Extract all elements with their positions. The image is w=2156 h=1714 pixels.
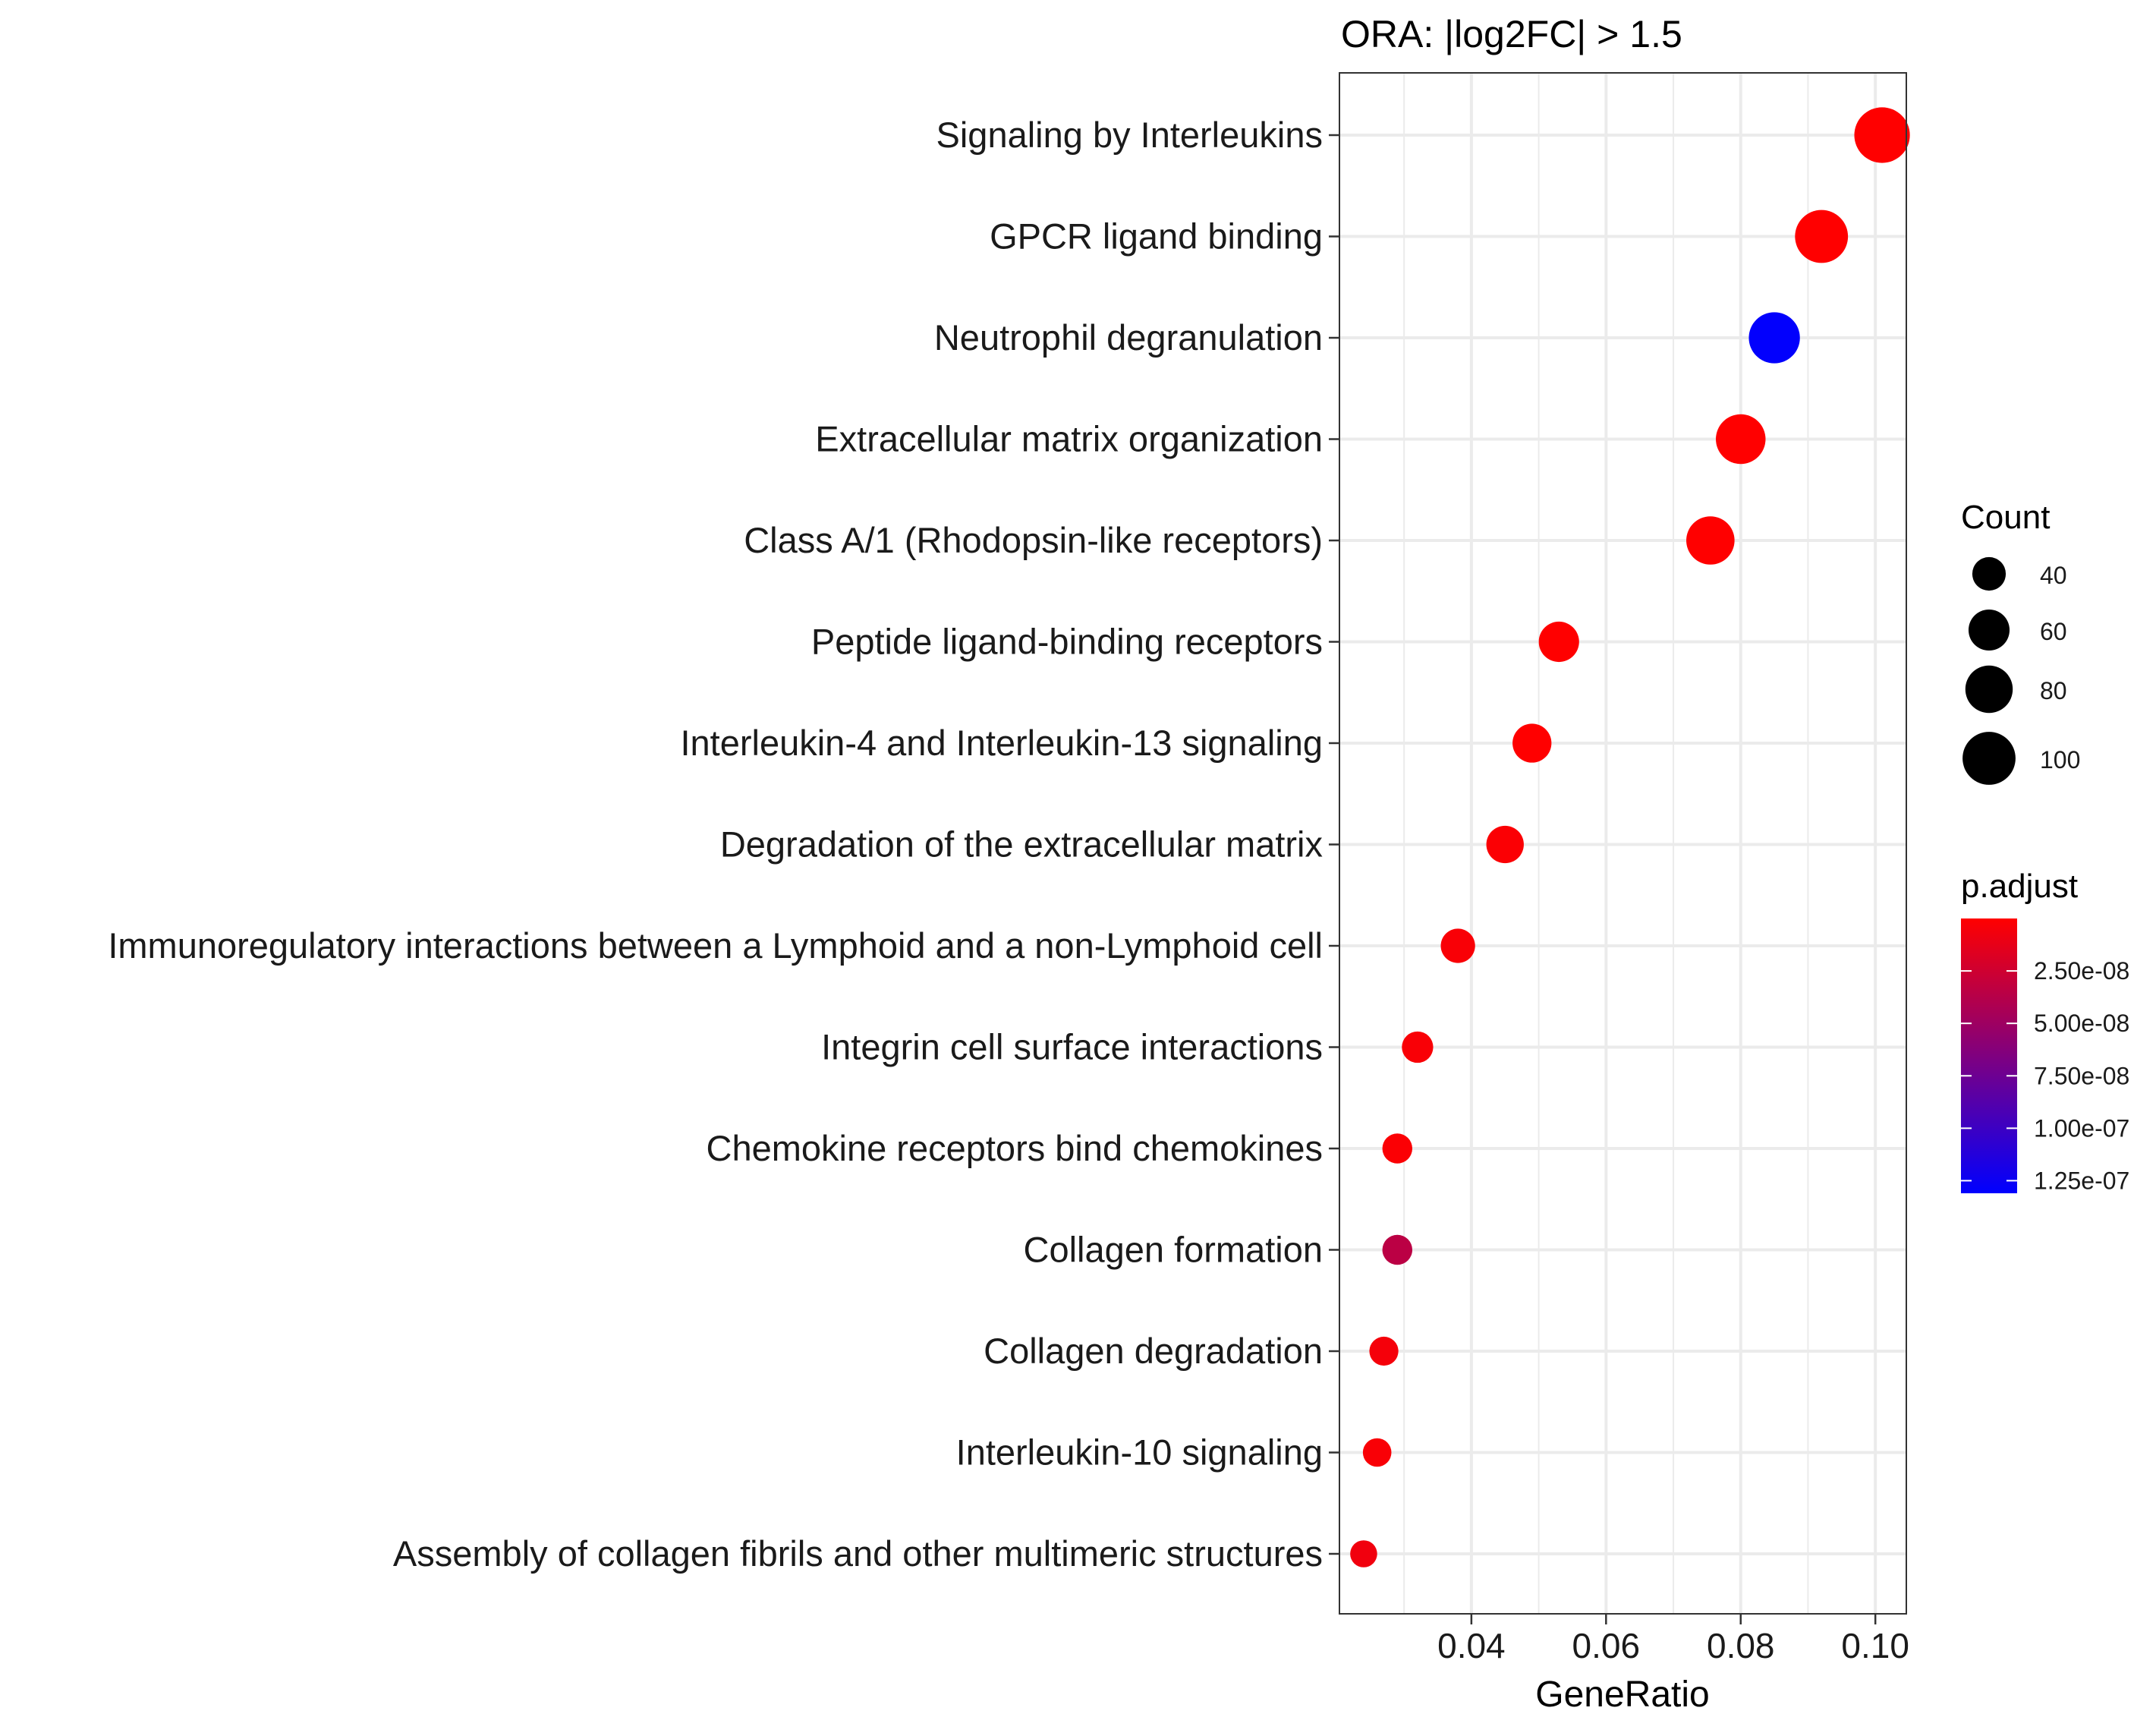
y-tick-label: Signaling by Interleukins: [936, 115, 1323, 155]
y-tick-label: Collagen formation: [1024, 1230, 1324, 1270]
size-legend-items: 40 60 80 100: [1962, 556, 2080, 785]
data-point: [1748, 312, 1800, 364]
y-tick-label: Neutrophil degranulation: [934, 317, 1323, 358]
size-legend: Count 40 60 80 100: [1961, 499, 2080, 785]
data-point: [1854, 107, 1910, 163]
chart-title: ORA: |log2FC| > 1.5: [1341, 13, 1682, 55]
x-axis: 0.04 0.06 0.08 0.10: [1437, 1614, 1909, 1665]
y-axis: Signaling by Interleukins GPCR ligand bin…: [108, 115, 1339, 1574]
color-legend-label: 1.00e-07: [2034, 1114, 2129, 1142]
color-bar: [1961, 918, 2017, 1193]
panel-border: [1339, 72, 1907, 1615]
data-point: [1486, 825, 1524, 864]
y-tick-label: Degradation of the extracellular matrix: [720, 824, 1323, 865]
size-legend-label: 80: [2040, 677, 2067, 704]
color-legend-title: p.adjust: [1961, 868, 2078, 905]
size-legend-key: [1968, 609, 2010, 651]
data-point: [1369, 1336, 1399, 1366]
size-legend-label: 40: [2040, 562, 2067, 589]
y-tick-label: Assembly of collagen fibrils and other m…: [393, 1533, 1323, 1574]
data-point: [1512, 723, 1552, 763]
color-legend-ticks: 2.50e-08 5.00e-08 7.50e-08 1.00e-07 1.25e-07: [1961, 957, 2129, 1194]
color-legend-label: 5.00e-08: [2034, 1010, 2129, 1037]
y-tick-label: Extracellular matrix organization: [815, 419, 1323, 459]
color-legend-label: 1.25e-07: [2034, 1167, 2129, 1194]
size-legend-key: [1965, 665, 2013, 714]
data-point: [1402, 1031, 1434, 1063]
data-point: [1362, 1438, 1392, 1467]
y-tick-label: Collagen degradation: [984, 1331, 1323, 1371]
x-tick-label: 0.06: [1572, 1626, 1641, 1665]
size-legend-label: 100: [2040, 746, 2080, 774]
color-legend-label: 2.50e-08: [2034, 957, 2129, 985]
x-tick-label: 0.04: [1437, 1626, 1506, 1665]
y-tick-label: Chemokine receptors bind chemokines: [707, 1128, 1323, 1168]
data-point: [1795, 210, 1849, 263]
x-tick-label: 0.08: [1707, 1626, 1775, 1665]
y-tick-label: Interleukin-4 and Interleukin-13 signali…: [680, 723, 1323, 763]
y-tick-label: Interleukin-10 signaling: [956, 1432, 1323, 1473]
size-legend-key: [1972, 556, 2006, 591]
y-tick-label: Peptide ligand-binding receptors: [811, 622, 1323, 662]
size-legend-key: [1962, 732, 2016, 785]
x-tick-label: 0.10: [1841, 1626, 1909, 1665]
y-tick-label: GPCR ligand binding: [990, 216, 1323, 257]
data-point: [1382, 1234, 1413, 1265]
color-legend-label: 7.50e-08: [2034, 1062, 2129, 1089]
y-tick-label: Class A/1 (Rhodopsin-like receptors): [744, 520, 1323, 560]
data-point: [1686, 516, 1735, 565]
size-legend-label: 60: [2040, 618, 2067, 645]
data-point: [1538, 621, 1579, 663]
y-tick-label: Immunoregulatory interactions between a …: [108, 925, 1323, 966]
x-axis-title: GeneRatio: [1535, 1675, 1709, 1714]
grid-lines: [1339, 73, 1906, 1614]
data-point: [1440, 928, 1475, 963]
y-tick-label: Integrin cell surface interactions: [821, 1027, 1323, 1067]
size-legend-title: Count: [1961, 499, 2050, 536]
color-legend: p.adjust 2.50e-08 5.00e-08 7.50e-08 1.00e-0…: [1961, 868, 2129, 1194]
data-point: [1350, 1540, 1377, 1567]
data-points: [1350, 107, 1910, 1567]
data-point: [1716, 414, 1766, 465]
data-point: [1382, 1133, 1413, 1164]
